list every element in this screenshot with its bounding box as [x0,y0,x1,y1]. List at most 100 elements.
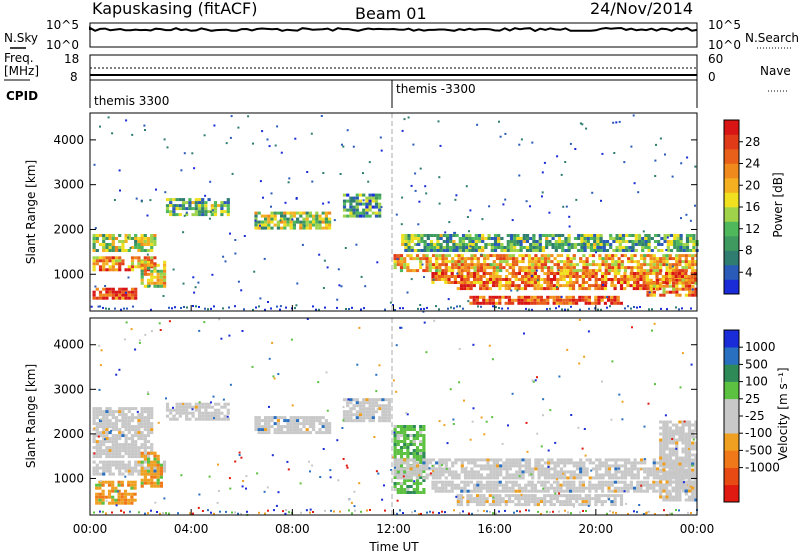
heatmap-ground-cell [411,511,413,514]
heatmap-cell [457,257,461,261]
heatmap-cell [346,410,350,414]
heatmap-cell [264,425,268,429]
heatmap-cell [659,281,663,285]
heatmap-cell [130,296,135,300]
heatmap-ground-cell [609,305,611,308]
heatmap-cell [521,257,525,261]
heatmap-cell [425,254,429,258]
heatmap-cell [143,440,147,444]
heatmap-cell [523,500,528,504]
heatmap-ground-cell [234,511,236,514]
heatmap-cell [201,204,205,208]
heatmap-cell [98,431,103,435]
heatmap-cell [352,398,356,402]
heatmap-cell [124,443,128,447]
heatmap-cell [105,449,109,453]
heatmap-noise-cell [259,297,262,300]
velocity-ylabel: Slant Range [km] [24,364,38,468]
heatmap-cell [434,480,438,484]
heatmap-cell [665,492,669,496]
heatmap-cell [273,217,277,221]
heatmap-cell [355,410,359,414]
heatmap-cell [185,405,189,409]
heatmap-cell [120,492,124,496]
heatmap-cell [156,481,160,485]
heatmap-noise-cell [104,438,106,441]
heatmap-cell [454,254,458,258]
heatmap-cell [645,287,649,291]
heatmap-cell [121,449,125,453]
heatmap-noise-cell [410,278,413,281]
heatmap-cell [140,272,144,276]
heatmap-cell [460,254,464,258]
heatmap-noise-cell [118,169,121,172]
heatmap-cell [679,234,683,237]
heatmap-cell [612,237,616,240]
heatmap-noise-cell [395,390,398,393]
heatmap-cell [555,500,560,504]
heatmap-ground-cell [633,306,635,308]
heatmap-ground-cell [579,511,581,514]
heatmap-cell [607,473,612,477]
heatmap-cell [620,476,624,480]
heatmap-cell [280,416,284,420]
heatmap-cell [436,240,440,243]
heatmap-cell [662,483,666,487]
heatmap-cell [597,483,601,487]
heatmap-cell [566,461,570,465]
heatmap-cell [678,269,682,273]
freq-unit: [MHz] [4,64,39,78]
heatmap-cell [441,470,445,474]
heatmap-ground-cell [498,510,500,513]
heatmap-cell [561,249,565,252]
heatmap-noise-cell [356,363,359,366]
heatmap-cell [532,240,536,243]
heatmap-noise-cell [391,456,394,459]
heatmap-cell [535,246,539,249]
heatmap-ground-cell [414,510,416,513]
heatmap-cell [557,234,562,237]
heatmap-cell [371,416,375,420]
heatmap-cell [517,497,521,501]
heatmap-noise-cell [322,287,325,289]
heatmap-cell [105,446,109,450]
heatmap-noise-cell [414,172,417,175]
heatmap-cell [111,495,115,499]
heatmap-noise-cell [276,125,279,128]
heatmap-cell [426,237,430,240]
heatmap-cell [403,446,407,449]
heatmap-cell [611,263,615,267]
heatmap-cell [527,458,532,462]
heatmap-cell [534,461,538,465]
heatmap-cell [579,467,583,471]
heatmap-cell [579,473,583,477]
heatmap-cell [108,287,112,291]
heatmap-cell [283,223,287,227]
heatmap-cell [588,483,592,487]
heatmap-cell [553,480,557,484]
heatmap-cell [613,275,617,278]
heatmap-cell [595,467,599,471]
heatmap-cell [585,467,589,471]
heatmap-cell [687,477,692,481]
heatmap-cell [594,301,598,305]
heatmap-noise-cell [492,496,495,499]
heatmap-cell [140,413,144,417]
heatmap-cell [127,466,131,470]
heatmap-cell [371,404,375,408]
heatmap-cell [521,476,525,480]
heatmap-noise-cell [595,251,597,254]
heatmap-cell [692,243,696,246]
nsearch-label: N.Search [745,31,799,45]
heatmap-cell [150,451,154,455]
heatmap-cell [684,284,688,288]
heatmap-cell [509,240,514,243]
heatmap-cell [575,476,580,480]
heatmap-cell [516,240,520,243]
heatmap-cell [105,455,109,459]
heatmap-noise-cell [116,490,119,493]
heatmap-cell [572,464,576,468]
heatmap-cell [559,269,564,273]
heatmap-cell [517,287,521,291]
heatmap-cell [603,287,608,291]
